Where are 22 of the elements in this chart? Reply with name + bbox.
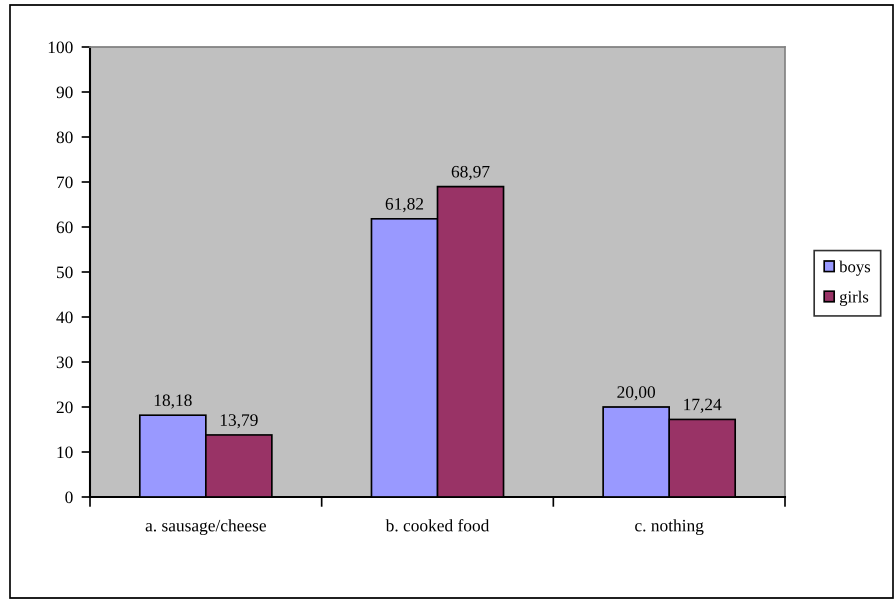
- y-tick-label: 50: [56, 266, 73, 278]
- data-label: 61,82: [386, 198, 424, 212]
- data-label: 13,79: [220, 414, 258, 428]
- data-label: 68,97: [452, 166, 490, 180]
- x-tick-label: a. sausage/cheese: [146, 519, 266, 536]
- data-label: 18,18: [154, 394, 192, 409]
- y-tick-label: 90: [56, 86, 73, 98]
- legend-label: boys: [839, 260, 870, 276]
- data-label: 17,24: [684, 398, 722, 413]
- y-tick-label: 100: [48, 41, 73, 54]
- legend-label: girls: [840, 290, 868, 306]
- y-tick-label: 0: [65, 491, 73, 504]
- y-tick-label: 10: [58, 446, 73, 458]
- y-tick-label: 70: [57, 176, 73, 188]
- y-tick-label: 30: [56, 356, 73, 368]
- y-tick-label: 20: [56, 401, 73, 414]
- y-tick-label: 80: [56, 131, 73, 144]
- x-tick-label: c. nothing: [635, 519, 704, 536]
- x-tick-label: b. cooked food: [386, 519, 490, 532]
- data-label: 20,00: [617, 386, 656, 400]
- y-tick-label: 60: [56, 221, 73, 234]
- y-tick-label: 40: [56, 311, 73, 324]
